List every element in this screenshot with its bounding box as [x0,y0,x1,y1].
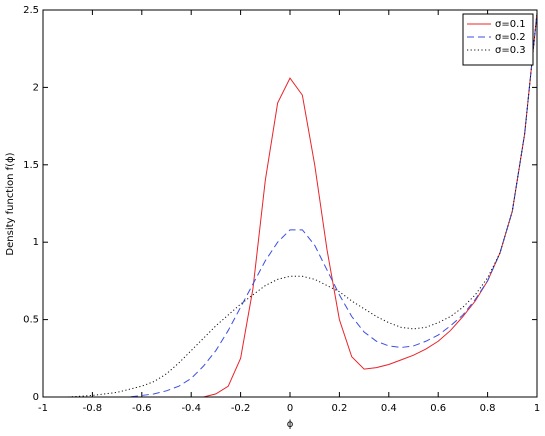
y-tick-label: 2.5 [23,5,39,16]
y-tick-label: 2 [33,82,39,93]
x-tick-label: 0.2 [331,403,347,414]
y-axis-label: Density function f(ϕ) [5,152,16,255]
legend-label: σ=0.1 [495,19,526,30]
x-tick-label: 0.8 [480,403,496,414]
y-tick-label: 0.5 [23,315,39,326]
x-tick-label: 1 [534,403,540,414]
x-axis-label: ϕ [287,419,294,430]
x-tick-label: 0 [287,403,293,414]
x-tick-label: -0.4 [181,403,201,414]
y-tick-label: 1 [33,237,39,248]
x-tick-label: -1 [38,403,48,414]
x-tick-label: -0.6 [132,403,152,414]
legend-label: σ=0.2 [495,32,526,43]
legend-box [462,13,534,66]
y-tick-label: 0 [33,392,39,403]
x-tick-label: 0.4 [381,403,397,414]
legend-label: σ=0.3 [495,45,526,56]
x-tick-label: 0.6 [430,403,446,414]
series-line [43,13,538,398]
x-tick-label: -0.8 [83,403,103,414]
plot-frame [42,9,538,398]
x-tick-label: -0.2 [231,403,251,414]
y-tick-label: 1.5 [23,160,39,171]
